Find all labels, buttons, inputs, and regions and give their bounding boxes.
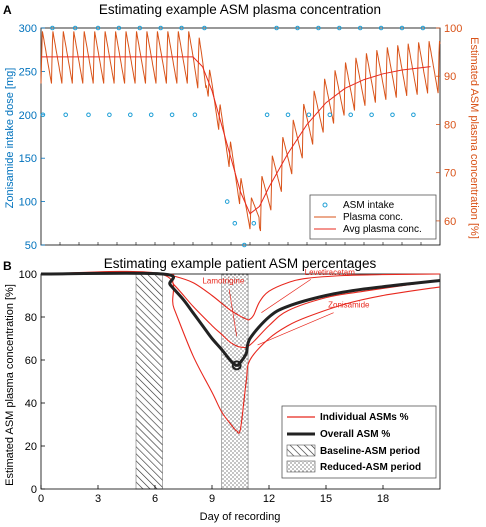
chart-a-ytick-left-label-4: 100 (19, 197, 37, 209)
legend-b-baseline-swatch (286, 444, 316, 457)
chart-b-drug-label-0: Lamotrigine (202, 277, 244, 286)
chart-a-intake-point (369, 112, 374, 118)
panel-label-a: A (3, 3, 12, 17)
chart-a-intake-point (40, 112, 46, 118)
chart-a-intake-point (116, 25, 122, 31)
chart-a-intake-point (224, 199, 230, 204)
chart-a-ylabel-left: Zonisamide intake dose [mg] (4, 68, 16, 209)
chart-a-ytick-left-label-1: 250 (19, 66, 37, 78)
chart-b-ytick-label-1: 80 (25, 312, 37, 324)
legend-a-plasma-label: Plasma conc. (343, 212, 403, 223)
panel-label-b: B (3, 259, 12, 273)
chart-a-ytick-left-label-3: 150 (19, 153, 37, 165)
chart-a-intake-point (148, 112, 154, 118)
chart-a-intake-point (63, 112, 68, 118)
chart-a-title: Estimating example ASM plasma concentrat… (99, 2, 381, 17)
chart-a-intake-point (251, 221, 257, 226)
chart-a-intake-point (357, 25, 363, 31)
chart-a-ytick-right-label-4: 60 (444, 216, 456, 228)
chart-a-intake-point (295, 25, 300, 31)
chart-b-drug-label-1: Levetiracetam (305, 268, 356, 277)
chart-a-ytick-right-label-2: 80 (444, 119, 456, 131)
chart-b-xtick-label-2: 6 (152, 493, 158, 505)
chart-b-xtick-label-1: 3 (95, 493, 101, 505)
chart-a-intake-point (306, 112, 312, 118)
chart-a-ytick-right-label-3: 70 (444, 168, 456, 180)
chart-b-drug-leader-1 (261, 279, 311, 313)
chart-a-plasma-line (40, 31, 441, 232)
chart-b-xtick-label-6: 18 (377, 493, 389, 505)
chart-a-intake-point (158, 25, 163, 31)
chart-a-intake-point (264, 112, 270, 118)
chart-a-intake-point (242, 242, 247, 248)
chart-b-individual-line-1 (40, 273, 441, 321)
chart-a-intake-point (137, 25, 143, 31)
chart-a-intake-point (390, 112, 395, 118)
chart-b-period-0 (135, 273, 163, 490)
chart-b-xtick-label-4: 12 (263, 493, 275, 505)
chart-b-drug-leader-2 (257, 312, 334, 346)
legend-b-individual-label: Individual ASMs % (320, 412, 409, 423)
chart-b-ytick-label-5: 0 (31, 484, 37, 496)
chart-b-period-1 (221, 273, 249, 490)
chart-a-intake-point (179, 25, 184, 31)
chart-b-individual-line-2 (40, 270, 441, 434)
chart-a-ytick-left-label-5: 50 (25, 240, 37, 252)
chart-b: 100 80 60 40 20 00 3 6 9 12 15 18 Lamotrigine Levetir… (19, 268, 441, 505)
chart-a-ytick-right-label-0: 100 (444, 23, 462, 35)
chart-a-intake-point (399, 25, 405, 31)
legend-a-intake-label: ASM intake (343, 200, 395, 211)
chart-a-ytick-left-label-0: 300 (19, 23, 37, 35)
legend-a: ASM intake Plasma conc. Avg plasma conc. (309, 194, 437, 240)
legend-a-intake-marker (322, 202, 328, 208)
chart-a-intake-point (411, 112, 416, 118)
chart-a-intake-point (420, 25, 426, 31)
chart-a-ytick-right-label-1: 90 (444, 71, 456, 83)
chart-a: 300 250 200 150 100 50 100 90 80 70 60 (19, 23, 463, 252)
chart-b-ylabel: Estimated ASM plasma concentration [%] (4, 284, 16, 486)
chart-a-intake-point (327, 112, 333, 118)
legend-b: Individual ASMs % Overall ASM % Baseline… (281, 405, 437, 479)
chart-b-title: Estimating example patient ASM percentag… (104, 256, 377, 271)
chart-a-intake-point (378, 25, 384, 31)
chart-a-frame (40, 27, 441, 246)
chart-b-min-marker (231, 360, 242, 371)
chart-a-intake-point (316, 25, 321, 31)
chart-a-intake-point (86, 112, 91, 118)
chart-a-intake-point (274, 25, 279, 31)
chart-a-ylabel-right: Estimated ASM plasma concentration [%] (468, 37, 480, 239)
chart-b-frame (40, 273, 441, 490)
chart-b-ytick-label-2: 60 (25, 355, 37, 367)
chart-a-intake-point (72, 25, 78, 31)
legend-b-reduced-swatch (286, 460, 316, 473)
chart-a-ytick-left-label-2: 200 (19, 110, 37, 122)
legend-b-reduced-label: Reduced-ASM period (320, 462, 421, 473)
chart-b-individual-line-0 (40, 272, 441, 349)
chart-a-avg-line (41, 56, 431, 215)
chart-b-xtick-label-5: 15 (320, 493, 332, 505)
legend-b-baseline-label: Baseline-ASM period (320, 446, 420, 457)
chart-b-ytick-label-4: 20 (25, 441, 37, 453)
chart-a-intake-point (285, 112, 291, 118)
chart-a-intake-point (50, 25, 55, 31)
chart-a-intake-point (95, 25, 101, 31)
chart-a-intake-point (202, 25, 207, 31)
chart-a-intake-point (337, 25, 342, 31)
legend-b-overall-label: Overall ASM % (320, 429, 390, 440)
chart-b-xtick-label-3: 9 (209, 493, 215, 505)
chart-a-intake-point (128, 112, 133, 118)
chart-b-drug-leader-0 (228, 288, 238, 337)
chart-b-xlabel: Day of recording (200, 511, 281, 523)
chart-b-xtick-label-0: 0 (38, 493, 44, 505)
chart-a-intake-point (107, 112, 112, 118)
chart-b-ytick-label-3: 40 (25, 398, 37, 410)
chart-b-ytick-label-0: 100 (19, 269, 37, 281)
legend-a-avg-label: Avg plasma conc. (343, 224, 422, 235)
chart-a-intake-point (169, 112, 175, 118)
chart-b-drug-label-2: Zonisamide (328, 300, 370, 309)
chart-a-intake-point (232, 221, 238, 226)
chart-a-intake-point (348, 112, 354, 118)
chart-a-intake-point (192, 112, 198, 118)
